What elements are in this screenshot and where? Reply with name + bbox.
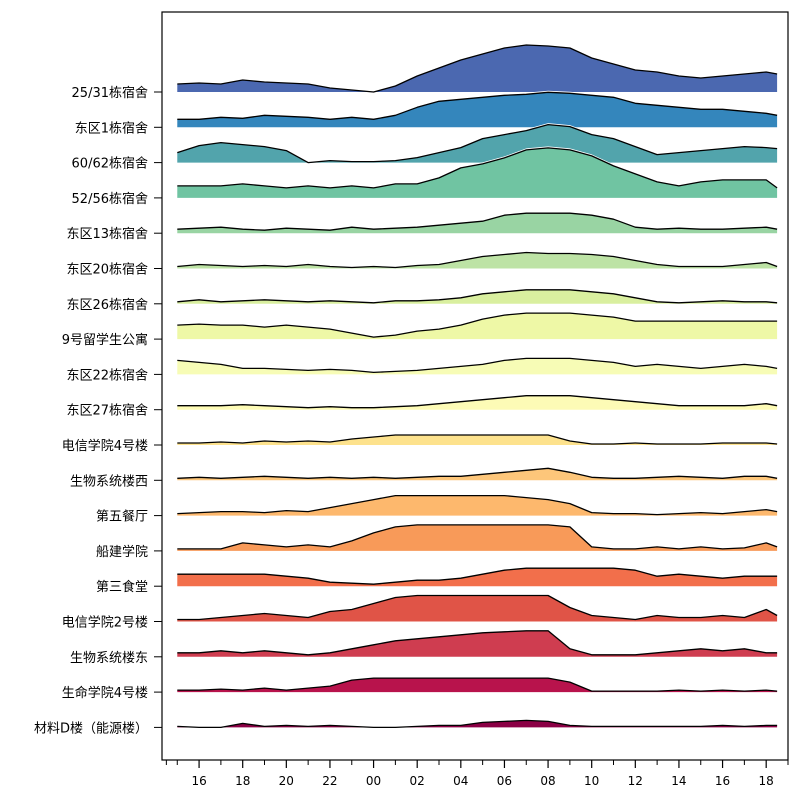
ridge-outline xyxy=(177,91,778,120)
x-tick-label: 02 xyxy=(410,774,425,788)
ridge-outline xyxy=(177,434,778,445)
ridge-area xyxy=(177,524,778,551)
ridge-area xyxy=(177,313,778,340)
x-tick-label: 00 xyxy=(366,774,381,788)
ridge-area xyxy=(177,495,778,516)
plot-frame xyxy=(161,11,789,761)
x-tick-label: 16 xyxy=(191,774,206,788)
y-label: 电信学院2号楼 xyxy=(62,615,148,631)
y-label: 生物系统楼东 xyxy=(70,651,148,666)
ridge-area xyxy=(177,45,778,92)
x-tick-label: 18 xyxy=(759,774,774,788)
ridge-outline xyxy=(177,719,778,729)
ridge-12 xyxy=(177,494,778,518)
ridge-17 xyxy=(177,676,778,695)
ridge-14 xyxy=(177,566,778,589)
ridge-outline xyxy=(177,395,778,409)
y-label: 东区1栋宿舍 xyxy=(75,120,148,136)
x-tick-label: 04 xyxy=(453,774,468,788)
ridge-area xyxy=(177,92,778,128)
x-tick-label: 16 xyxy=(715,774,730,788)
ridge-8 xyxy=(177,356,778,377)
ridge-outline xyxy=(177,289,778,304)
ridge-3 xyxy=(177,146,778,200)
ridge-9 xyxy=(177,394,778,412)
y-label: 电信学院4号楼 xyxy=(62,438,148,454)
ridge-outline xyxy=(177,567,778,585)
ridge-area xyxy=(177,595,778,622)
ridge-5 xyxy=(177,251,778,271)
ridge-outline xyxy=(177,123,778,164)
y-label: 东区20栋宿舍 xyxy=(66,262,148,278)
ridge-10 xyxy=(177,433,778,447)
y-label: 第三食堂 xyxy=(96,579,148,595)
ridge-outline xyxy=(177,44,778,93)
ridge-15 xyxy=(177,594,778,624)
y-label: 东区22栋宿舍 xyxy=(66,367,148,383)
ridge-7 xyxy=(177,311,778,342)
y-label: 材料D楼（能源楼） xyxy=(34,721,148,736)
ridge-outline xyxy=(177,147,778,189)
x-tick-label: 12 xyxy=(628,774,643,788)
ridge-4 xyxy=(177,211,778,236)
ridge-area xyxy=(177,468,778,481)
x-tick-label: 14 xyxy=(671,774,686,788)
ridge-outline xyxy=(177,357,778,374)
y-label: 东区13栋宿舍 xyxy=(66,226,148,242)
ridge-area xyxy=(177,147,778,198)
ridge-outline xyxy=(177,494,778,516)
ridge-outline xyxy=(177,467,778,479)
ridges-group xyxy=(177,43,778,730)
y-label: 52/56栋宿舍 xyxy=(72,191,148,207)
ridge-2 xyxy=(177,123,778,165)
x-tick-label: 10 xyxy=(584,774,599,788)
y-label: 生物系统楼西 xyxy=(70,474,148,489)
ridge-16 xyxy=(177,629,778,659)
ridge-outline xyxy=(177,312,778,338)
y-label: 东区27栋宿舍 xyxy=(66,403,148,419)
x-tick-label: 06 xyxy=(497,774,512,788)
ridge-area xyxy=(177,252,778,269)
ridge-13 xyxy=(177,523,778,553)
ridge-outline xyxy=(177,251,778,269)
ridge-11 xyxy=(177,466,778,483)
y-label: 船建学院 xyxy=(96,544,148,560)
ridge-outline xyxy=(177,594,778,621)
x-tick-label: 22 xyxy=(322,774,337,788)
ridge-outline xyxy=(177,524,778,550)
ridge-area xyxy=(177,678,778,693)
ridge-6 xyxy=(177,288,778,306)
y-label: 东区26栋宿舍 xyxy=(66,297,148,313)
ridge-18 xyxy=(177,718,778,730)
x-tick-label: 08 xyxy=(540,774,555,788)
ridge-0 xyxy=(177,43,778,94)
y-axis-ticks xyxy=(154,91,162,728)
ridge-area xyxy=(177,124,778,163)
y-label: 60/62栋宿舍 xyxy=(72,156,148,172)
x-tick-label: 18 xyxy=(235,774,250,788)
ridge-outline xyxy=(177,677,778,692)
y-label: 第五餐厅 xyxy=(96,509,148,525)
x-tick-label: 20 xyxy=(279,774,294,788)
ridge-area xyxy=(177,630,778,657)
y-label: 生命学院4号楼 xyxy=(62,685,148,701)
ridge-1 xyxy=(177,90,778,130)
ridge-area xyxy=(177,395,778,410)
x-axis: 16 18 20 22 00 02 04 06 08 10 12 14 16 18 xyxy=(165,760,789,788)
ridge-area xyxy=(177,358,778,375)
ridge-area xyxy=(177,568,778,587)
ridge-area xyxy=(177,213,778,234)
y-label: 9号留学生公寓 xyxy=(62,332,148,348)
ridge-area xyxy=(177,289,778,304)
ridge-outline xyxy=(177,630,778,656)
ridge-outline xyxy=(177,212,778,231)
y-label: 25/31栋宿舍 xyxy=(72,85,148,101)
